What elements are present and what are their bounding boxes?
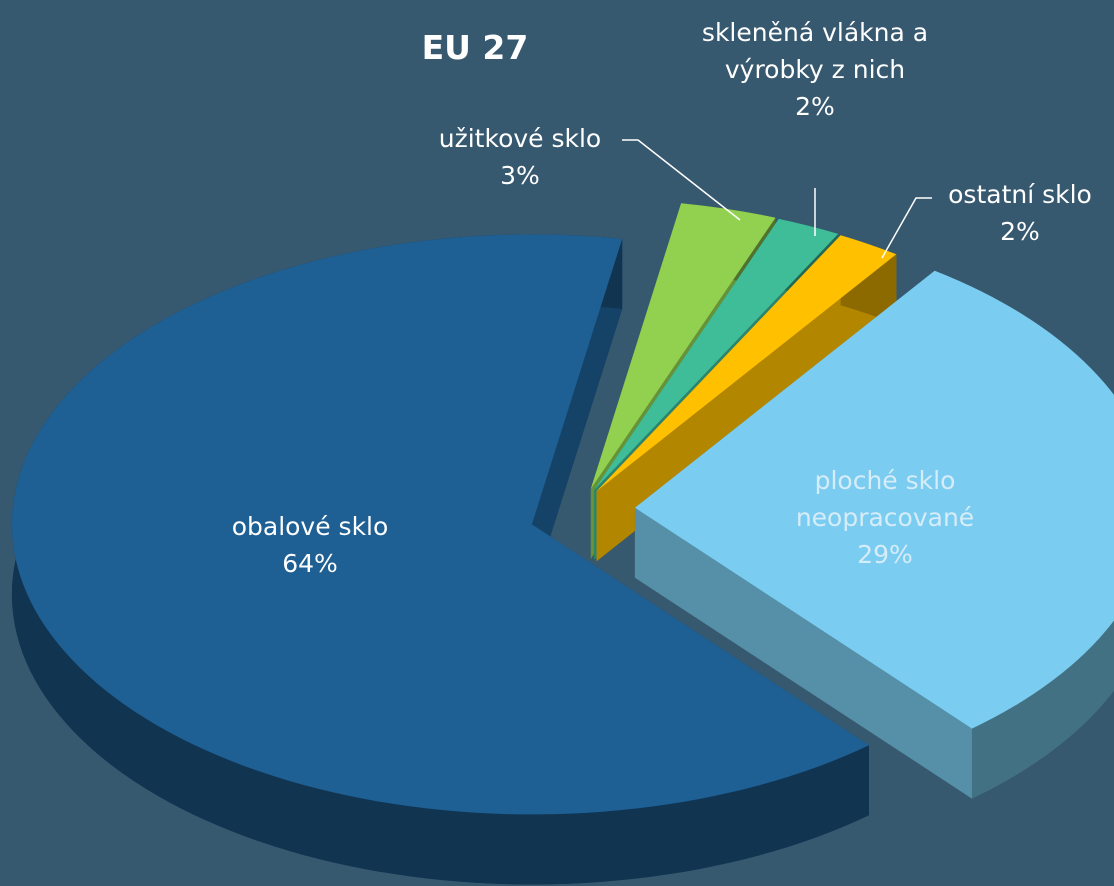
slice-label: obalové sklo 64% [160,508,460,582]
slice-label: užitkové sklo 3% [405,120,635,194]
leader-line [881,197,932,259]
slice [590,203,776,489]
slice-side [531,238,623,595]
leader-line [622,139,741,221]
chart-title: EU 27 [421,28,529,67]
slice-side [11,234,869,885]
category-label: obalové sklo [231,512,389,541]
category-label: užitkové sklo [438,124,602,153]
slices [11,203,1114,885]
slice-side [634,507,972,799]
value-label: 2% [1000,217,1040,246]
slice [11,234,869,815]
slice [594,218,839,490]
slice [634,270,1114,729]
slice-label: skleněná vlákna a výrobky z nich 2% [690,14,940,125]
value-label: 29% [857,540,913,569]
slice-label: ploché sklo neopracované 29% [765,462,1005,573]
value-label: 2% [795,92,835,121]
slice-label: ostatní sklo 2% [925,176,1114,250]
value-label: 3% [500,161,540,190]
category-label: ostatní sklo [948,180,1092,209]
category-label: skleněná vlákna a výrobky z nich [701,18,929,84]
category-label: ploché sklo neopracované [795,466,975,532]
value-label: 64% [282,549,338,578]
slice [596,235,897,492]
